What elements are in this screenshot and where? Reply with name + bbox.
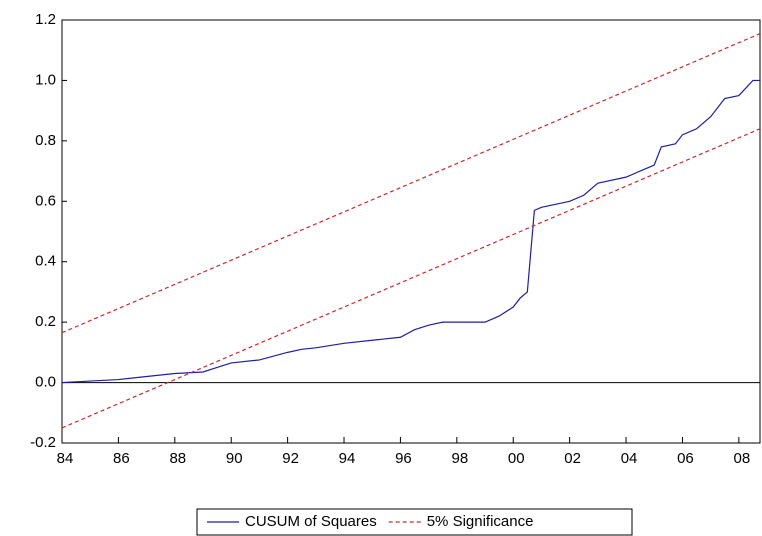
y-tick-label: 1.2 bbox=[35, 11, 56, 28]
y-tick-label: 0.8 bbox=[35, 132, 56, 149]
legend-box bbox=[196, 508, 633, 536]
x-tick-label: 00 bbox=[508, 450, 525, 467]
y-tick-label: 0.2 bbox=[35, 313, 56, 330]
series-line bbox=[61, 79, 760, 384]
y-tick-label: 0.6 bbox=[35, 192, 56, 209]
x-tick-label: 94 bbox=[339, 450, 356, 467]
y-tick-label: 0.4 bbox=[35, 253, 56, 270]
legend-label: CUSUM of Squares bbox=[245, 513, 377, 530]
y-tick-label: 0.0 bbox=[35, 374, 56, 391]
x-tick-label: 02 bbox=[564, 450, 581, 467]
x-tick-label: 86 bbox=[113, 450, 130, 467]
x-tick-label: 92 bbox=[282, 450, 299, 467]
y-tick-label: -0.2 bbox=[30, 434, 56, 451]
x-tick-label: 88 bbox=[169, 450, 186, 467]
x-tick-label: 90 bbox=[226, 450, 243, 467]
x-tick-label: 04 bbox=[621, 450, 638, 467]
x-tick-label: 96 bbox=[395, 450, 412, 467]
y-tick-label: 1.0 bbox=[35, 71, 56, 88]
x-tick-label: 98 bbox=[451, 450, 468, 467]
plot-frame bbox=[61, 19, 761, 444]
legend-label: 5% Significance bbox=[427, 513, 534, 530]
series-lower-line bbox=[61, 128, 761, 429]
x-tick-label: 08 bbox=[734, 450, 751, 467]
x-tick-label: 84 bbox=[57, 450, 74, 467]
x-tick-label: 06 bbox=[677, 450, 694, 467]
series-line bbox=[61, 33, 761, 334]
